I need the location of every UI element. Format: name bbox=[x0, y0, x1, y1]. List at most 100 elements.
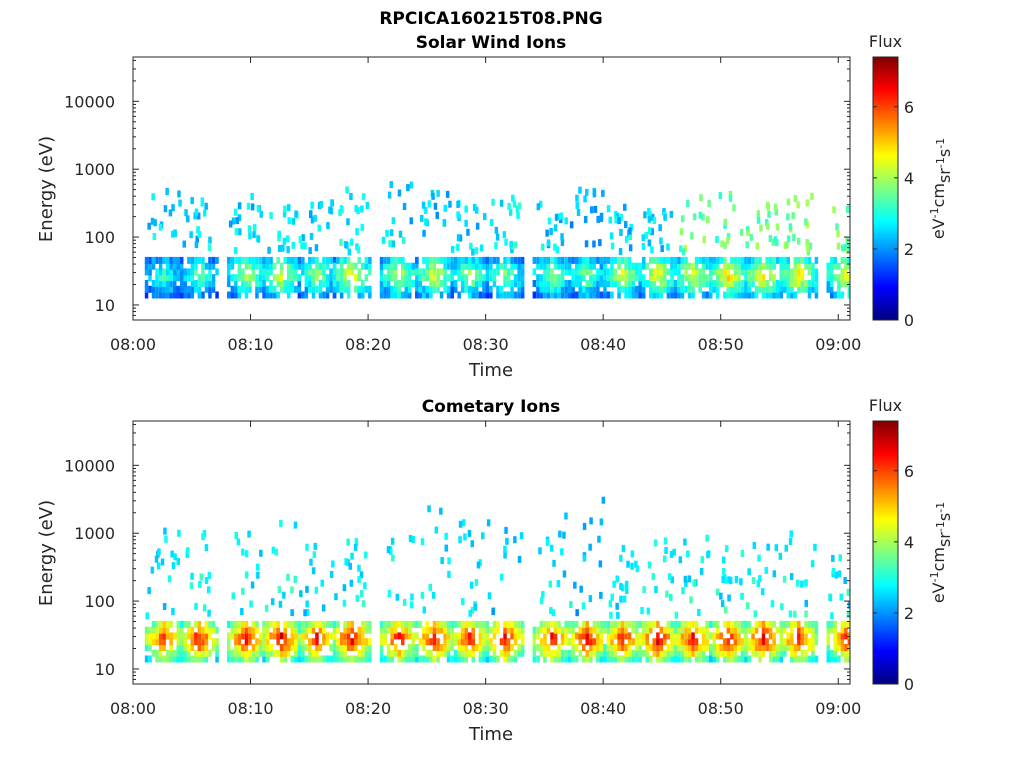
spectrogram-cell bbox=[613, 268, 618, 276]
spectrogram-cell bbox=[546, 262, 551, 270]
spectrogram-cell bbox=[269, 644, 273, 651]
spectrogram-cell bbox=[208, 274, 212, 282]
spectrogram-cell bbox=[858, 280, 862, 287]
spectrogram-cell bbox=[361, 600, 366, 608]
spectrogram-cell bbox=[464, 274, 468, 282]
spectrogram-cell bbox=[659, 280, 664, 287]
spectrogram-cell bbox=[624, 649, 628, 657]
spectrogram-cell bbox=[429, 649, 433, 657]
spectrogram-cell bbox=[751, 268, 755, 276]
spectrogram-cell bbox=[436, 655, 440, 663]
spectrogram-cell bbox=[687, 620, 692, 628]
axes-solar-wind: 08:00 08:10 08:20 08:30 08:40 08:50 09:0010100… bbox=[64, 56, 861, 354]
spectrogram-cell bbox=[165, 655, 170, 663]
spectrogram-cell bbox=[183, 620, 187, 628]
spectrogram-cell bbox=[241, 620, 245, 628]
spectrogram-cell bbox=[618, 248, 623, 255]
spectrogram-cell bbox=[730, 285, 734, 293]
spectrogram-cell bbox=[211, 285, 216, 293]
spectrogram-cell bbox=[408, 535, 413, 542]
spectrogram-cell bbox=[485, 256, 490, 264]
xlabel-solar-wind: Time bbox=[468, 360, 513, 381]
spectrogram-cell bbox=[450, 638, 454, 646]
spectrogram-cell bbox=[315, 638, 319, 646]
spectrogram-cell bbox=[230, 262, 235, 270]
spectrogram-cell bbox=[165, 188, 169, 195]
spectrogram-cell bbox=[258, 280, 263, 287]
spectrogram-cell bbox=[379, 262, 384, 270]
spectrogram-cell bbox=[346, 256, 351, 264]
spectrogram-cell bbox=[460, 285, 465, 293]
spectrogram-cell bbox=[279, 649, 284, 657]
spectrogram-cell bbox=[603, 644, 607, 651]
spectrogram-cell bbox=[447, 570, 451, 578]
figure-title: RPCICA160215T08.PNG bbox=[379, 9, 602, 29]
spectrogram-cell bbox=[169, 268, 173, 276]
spectrogram-cell bbox=[723, 644, 727, 651]
spectrogram-cell bbox=[619, 582, 623, 590]
spectrogram-cell bbox=[830, 649, 834, 657]
spectrogram-cell bbox=[575, 274, 579, 282]
spectrogram-cell bbox=[489, 644, 493, 651]
spectrogram-cell bbox=[783, 626, 787, 634]
x-tick-label: 09:00 bbox=[815, 335, 861, 354]
spectrogram-cell bbox=[709, 256, 713, 264]
spectrogram-cell bbox=[390, 285, 394, 293]
spectrogram-cell bbox=[215, 649, 219, 657]
colorbar-title: Flux bbox=[869, 32, 902, 51]
spectrogram-cell bbox=[244, 620, 249, 628]
spectrogram-cell bbox=[837, 291, 841, 299]
spectrogram-cell bbox=[726, 638, 731, 646]
spectrogram-cell bbox=[411, 638, 416, 646]
spectrogram-cell bbox=[444, 544, 448, 552]
spectrogram-cell bbox=[538, 547, 542, 555]
spectrogram-cell bbox=[790, 638, 794, 646]
spectrogram-cell bbox=[458, 234, 463, 242]
spectrogram-cell bbox=[847, 620, 850, 628]
spectrogram-cell bbox=[361, 262, 365, 270]
spectrogram-cell bbox=[826, 649, 830, 657]
spectrogram-cell bbox=[677, 256, 681, 264]
spectrogram-cell bbox=[177, 529, 181, 537]
spectrogram-cell bbox=[197, 655, 202, 663]
spectrogram-cell bbox=[793, 644, 798, 651]
spectrogram-cell bbox=[158, 285, 163, 293]
spectrogram-cell bbox=[571, 285, 575, 293]
spectrogram-cell bbox=[276, 620, 280, 628]
spectrogram-cell bbox=[386, 626, 391, 634]
spectrogram-cell bbox=[599, 620, 604, 628]
spectrogram-cell bbox=[747, 285, 752, 293]
spectrogram-cell bbox=[353, 543, 358, 551]
spectrogram-cell bbox=[482, 649, 486, 657]
spectrogram-cell bbox=[342, 599, 347, 607]
spectrogram-cell bbox=[346, 559, 350, 567]
spectrogram-cell bbox=[814, 655, 819, 663]
spectrogram-cell bbox=[241, 274, 245, 282]
spectrogram-cell bbox=[196, 226, 200, 234]
spectrogram-cell bbox=[624, 291, 628, 299]
spectrogram-cell bbox=[840, 638, 845, 646]
spectrogram-cell bbox=[343, 649, 347, 657]
spectrogram-cell bbox=[609, 232, 614, 240]
spectrogram-cell bbox=[180, 626, 184, 634]
spectrogram-cell bbox=[814, 285, 819, 293]
spectrogram-cell bbox=[589, 626, 593, 634]
spectrogram-cell bbox=[723, 241, 727, 249]
spectrogram-cell bbox=[390, 632, 394, 640]
spectrogram-cell bbox=[475, 206, 479, 214]
spectrogram-cell bbox=[670, 644, 674, 651]
spectrogram-cell bbox=[349, 579, 354, 587]
spectrogram-cell bbox=[427, 200, 432, 208]
spectrogram-cell bbox=[786, 620, 790, 628]
spectrogram-cell bbox=[475, 620, 479, 628]
spectrogram-cell bbox=[336, 256, 340, 264]
spectrogram-cell bbox=[279, 519, 283, 527]
spectrogram-cell bbox=[165, 626, 170, 634]
spectrogram-cell bbox=[401, 649, 405, 657]
spectrogram-cell bbox=[202, 604, 207, 612]
spectrogram-cell bbox=[813, 543, 817, 551]
spectrogram-cell bbox=[638, 620, 642, 628]
spectrogram-cell bbox=[684, 274, 688, 282]
spectrogram-cell bbox=[754, 274, 759, 282]
spectrogram-cell bbox=[453, 632, 458, 640]
